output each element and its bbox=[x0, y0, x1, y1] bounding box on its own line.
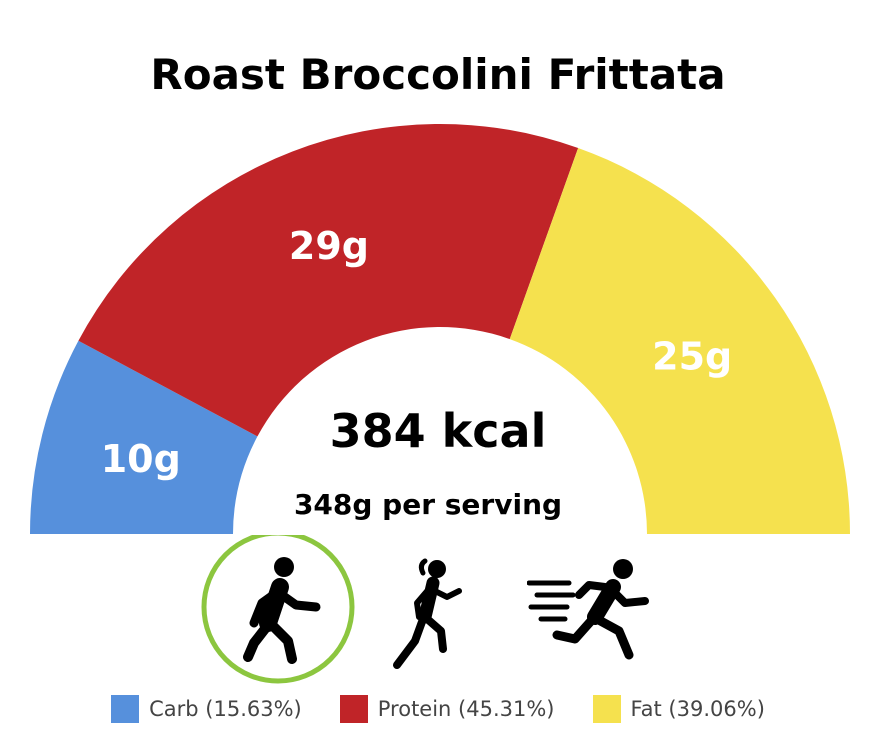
legend: Carb (15.63%) Protein (45.31%) Fat (39.0… bbox=[0, 695, 876, 723]
protein-swatch bbox=[339, 695, 368, 723]
legend-label-carb: Carb (15.63%) bbox=[149, 697, 302, 721]
calorie-total: 384 kcal bbox=[329, 404, 547, 458]
gauge-slice-fat[interactable] bbox=[509, 147, 850, 535]
fat-swatch bbox=[592, 695, 621, 723]
slice-label-carb: 10g bbox=[101, 437, 181, 481]
carb-swatch bbox=[111, 695, 140, 723]
legend-label-protein: Protein (45.31%) bbox=[377, 697, 555, 721]
gauge-slice-protein[interactable] bbox=[78, 124, 579, 437]
slice-label-fat: 25g bbox=[652, 334, 732, 378]
legend-item-fat[interactable]: Fat (39.06%) bbox=[592, 695, 765, 723]
legend-label-fat: Fat (39.06%) bbox=[630, 697, 765, 721]
gauge-slice-carb[interactable] bbox=[30, 340, 258, 534]
sprinting-icon[interactable] bbox=[527, 555, 659, 665]
running-icon[interactable] bbox=[385, 555, 465, 675]
legend-item-protein[interactable]: Protein (45.31%) bbox=[339, 695, 555, 723]
chart-title: Roast Broccolini Frittata bbox=[150, 50, 726, 99]
walking-icon[interactable] bbox=[196, 535, 360, 685]
serving-size: 348g per serving bbox=[293, 488, 563, 521]
legend-item-carb[interactable]: Carb (15.63%) bbox=[111, 695, 302, 723]
slice-label-protein: 29g bbox=[289, 224, 369, 268]
selected-ring bbox=[201, 535, 355, 684]
